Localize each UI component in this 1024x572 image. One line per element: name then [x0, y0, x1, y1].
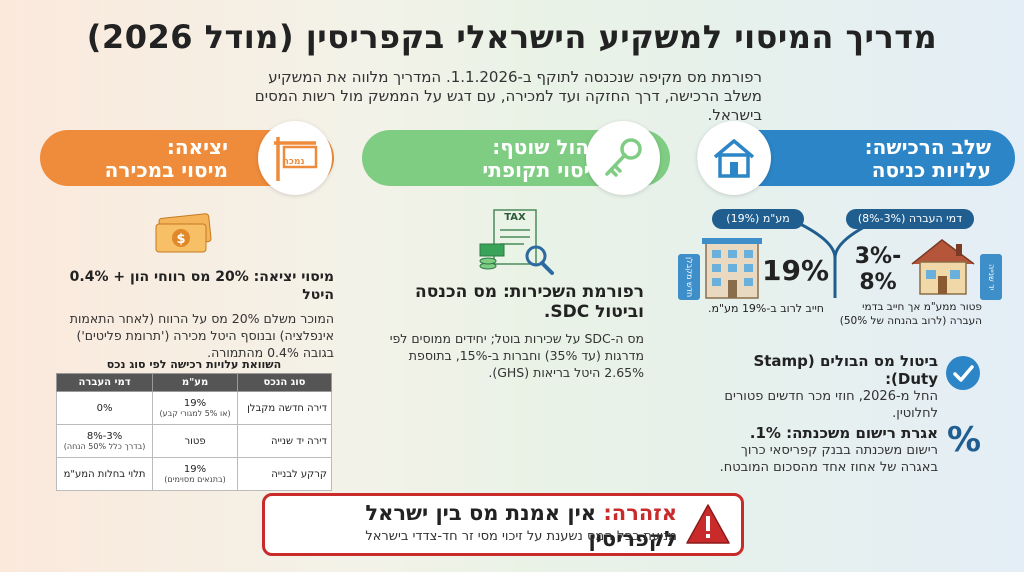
vat-caption: חייב לרוב ב-19% מע"מ. — [708, 302, 824, 315]
warning-title: אין אמנת מס בין ישראל לקפריסין — [365, 501, 677, 551]
new-build-tag: חדש מקבלן — [678, 254, 700, 300]
holding-banner-line2: מיסוי תקופתי — [482, 158, 604, 182]
stamp-duty-block: ביטול מס הבולים (Stamp Duty): החל מ-2026… — [702, 352, 938, 422]
holding-block: רפורמת השכירות: מס הכנסה וביטול SDC. מס … — [380, 282, 644, 381]
sold-sign-label: נמכר — [283, 157, 305, 167]
warning-icon — [686, 504, 730, 544]
table-cell-transfer: 0% — [55, 391, 154, 425]
table-cell-type: דירה חדשה מקבלן — [236, 391, 333, 425]
transfer-value-line2: 8% — [859, 270, 897, 295]
mortgage-block: אגרת רישום משכנתה: 1%. רישום משכנתה בבנק… — [702, 424, 938, 476]
vat-note: (בתנאים מסוימים) — [164, 475, 226, 484]
holding-heading: רפורמת השכירות: מס הכנסה וביטול SDC. — [415, 282, 644, 322]
comparison-table-title: השוואת עלויות רכישה לפי סוג נכס — [106, 358, 282, 371]
tax-document-icon — [479, 209, 554, 275]
transfer-value: 0% — [96, 402, 113, 414]
exit-block: מיסוי יציאה: 20% מס רווחי הון + 0.4% היט… — [44, 268, 334, 361]
warning-box: אזהרה: אין אמנת מס בין ישראל לקפריסין מנ… — [262, 493, 744, 556]
warning-label: אזהרה: — [603, 501, 677, 525]
transfer-value: תלוי בחלות המע"מ — [63, 468, 146, 480]
stamp-duty-text: החל מ-2026, חוזי מכר חדשים פטורים לחלוטי… — [724, 389, 938, 421]
holding-banner-line1: ניהול שוטף: — [492, 135, 604, 159]
table-cell-type: דירה יד שנייה — [236, 424, 333, 458]
transfer-value-line1: 3%- — [854, 244, 902, 269]
page-title: מדריך המיסוי למשקיע הישראלי בקפריסין (מו… — [86, 18, 938, 56]
acquisition-banner: שלב הרכישה: עלויות כניסה — [697, 121, 1015, 195]
transfer-value: 3%-8% — [86, 431, 123, 442]
vat-value: 19% — [183, 464, 207, 475]
key-icon — [586, 121, 660, 195]
resale-house-icon — [911, 239, 975, 295]
exit-text: המוכר משלם 20% מס על הרווח (לאחר התאמות … — [69, 311, 334, 360]
percent-icon: % — [946, 420, 982, 460]
stamp-duty-heading: ביטול מס הבולים (Stamp Duty): — [753, 352, 938, 388]
table-row: דירה יד שנייה פטור 3%-8% (בדרך כלל 50% הנ… — [55, 424, 333, 458]
vat-value: 19% — [183, 398, 207, 409]
resale-tag: יד שנייה — [980, 254, 1002, 300]
vat-pill: מע"מ (19%) — [712, 209, 804, 229]
check-icon — [946, 356, 980, 390]
transfer-caption: פטור ממע"מ אך חייב בדמי העברה (לרוב בהנח… — [839, 301, 982, 327]
vat-value: 19% — [762, 254, 830, 287]
table-row: דירה חדשה מקבלן 19% (או 5% למגורי קבע) 0% — [55, 391, 333, 425]
tax-label: TAX — [504, 212, 526, 223]
transfer-pill: דמי העברה (3%-8%) — [846, 209, 974, 229]
table-row: קרקע לבנייה 19% (בתנאים מסוימים) תלוי בחל… — [55, 457, 333, 491]
exit-banner-line2: מיסוי במכירה — [104, 158, 228, 182]
exit-banner-line1: יציאה: — [166, 135, 228, 159]
table-cell-transfer: 3%-8% (בדרך כלל 50% הנחה) — [55, 424, 154, 458]
table-header-type: סוג הנכס — [236, 373, 333, 392]
warning-heading: אזהרה: אין אמנת מס בין ישראל לקפריסין — [277, 500, 677, 552]
vat-value: פטור — [184, 435, 206, 447]
exit-banner: נמכר יציאה: מיסוי במכירה — [40, 121, 334, 195]
vat-note: (או 5% למגורי קבע) — [159, 409, 231, 418]
mortgage-heading: אגרת רישום משכנתה: 1%. — [749, 424, 938, 442]
acquisition-banner-line2: עלויות כניסה — [871, 158, 991, 182]
table-header-transfer: דמי העברה — [55, 373, 154, 392]
money-icon: $ — [155, 213, 212, 253]
apartment-building-icon — [702, 238, 762, 299]
holding-banner: ניהול שוטף: מיסוי תקופתי — [362, 121, 670, 195]
exit-heading: מיסוי יציאה: 20% מס רווחי הון + 0.4% היט… — [69, 269, 334, 303]
svg-text:$: $ — [176, 232, 185, 247]
warning-text: מניעת כפל המס נשענת על זיכוי מסי זר חד-צ… — [365, 529, 677, 544]
comparison-table: סוג הנכס מע"מ דמי העברה דירה חדשה מקבלן … — [55, 373, 333, 491]
holding-text: מס ה-SDC על שכירות בוטל; יחידים ממוסים ל… — [389, 331, 644, 380]
table-cell-type: קרקע לבנייה — [236, 457, 333, 491]
house-icon — [697, 121, 771, 195]
table-cell-vat: פטור — [152, 424, 238, 458]
transfer-note: (בדרך כלל 50% הנחה) — [63, 442, 146, 451]
table-header-vat: מע"מ — [152, 373, 238, 392]
for-sale-sign-icon — [258, 121, 332, 195]
acquisition-banner-line1: שלב הרכישה: — [864, 135, 991, 159]
page-subtitle: רפורמת מס מקיפה שנכנסה לתוקף ב-1.1.2026.… — [254, 68, 762, 124]
table-cell-vat: 19% (או 5% למגורי קבע) — [152, 391, 238, 425]
table-cell-vat: 19% (בתנאים מסוימים) — [152, 457, 238, 491]
mortgage-text: רישום משכנתה בבנק קפריסאי כרוך באגרה של … — [719, 443, 938, 475]
transfer-value: 3%- 8% — [848, 244, 908, 296]
table-cell-transfer: תלוי בחלות המע"מ — [55, 457, 154, 491]
